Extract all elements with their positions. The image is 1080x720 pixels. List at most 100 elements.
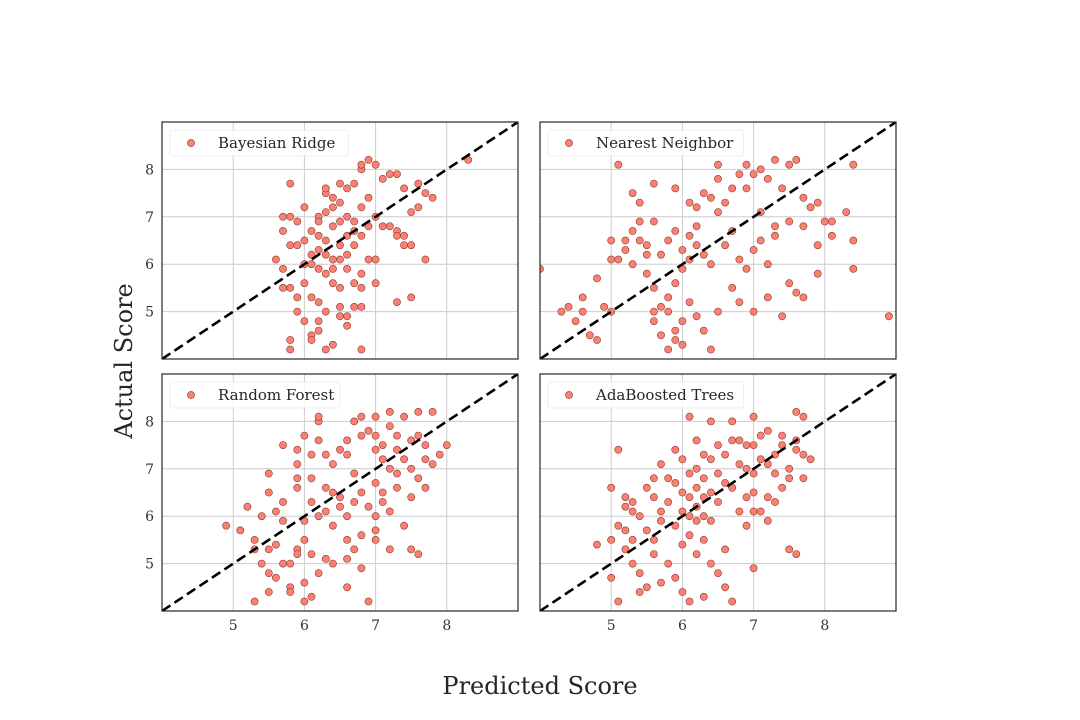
data-point <box>742 264 751 273</box>
data-point <box>742 493 751 502</box>
data-point <box>607 255 616 264</box>
data-point <box>792 288 801 297</box>
data-point <box>885 312 893 321</box>
axes-frame <box>161 121 519 360</box>
data-point <box>678 588 687 596</box>
data-point <box>678 317 687 325</box>
data-point <box>771 155 779 164</box>
legend-label: Nearest Neighbor <box>596 134 734 152</box>
data-point <box>314 569 323 577</box>
data-point <box>400 241 408 250</box>
data-point <box>279 498 287 506</box>
data-point <box>393 483 401 492</box>
data-point <box>593 274 601 283</box>
data-point <box>778 312 786 321</box>
data-point <box>371 412 380 421</box>
data-point <box>336 302 344 311</box>
data-point <box>692 550 701 558</box>
legend: Nearest Neighbor <box>547 129 745 157</box>
data-point <box>763 426 772 435</box>
data-point <box>671 336 680 344</box>
data-point <box>657 517 665 525</box>
data-point <box>699 592 708 601</box>
data-point <box>685 531 694 540</box>
data-point <box>428 193 437 202</box>
data-point <box>328 203 337 212</box>
data-point <box>407 436 416 445</box>
data-point <box>813 198 822 207</box>
data-point <box>314 412 323 421</box>
data-point <box>756 236 765 245</box>
data-point <box>307 550 316 558</box>
data-point <box>421 441 430 449</box>
data-point <box>293 241 302 250</box>
data-point <box>371 526 380 535</box>
legend: Bayesian Ridge <box>169 129 349 157</box>
data-point <box>257 559 266 568</box>
data-point <box>635 236 644 245</box>
data-point <box>279 283 287 292</box>
data-point <box>763 493 772 502</box>
data-point <box>678 488 687 497</box>
data-point <box>585 331 594 340</box>
data-point <box>343 583 351 592</box>
identity-line <box>540 122 896 359</box>
data-point <box>721 479 729 487</box>
data-point <box>692 222 701 231</box>
axes-frame <box>539 373 897 612</box>
data-point <box>650 550 658 558</box>
x-tick-label: 5 <box>229 618 238 634</box>
data-point <box>371 255 380 264</box>
data-point <box>350 302 359 311</box>
data-point <box>792 407 801 416</box>
data-point <box>286 179 295 188</box>
data-point <box>421 255 430 264</box>
data-point <box>721 583 729 592</box>
data-point <box>264 545 273 554</box>
data-point <box>378 488 387 497</box>
data-point <box>657 578 665 587</box>
data-point <box>357 488 366 497</box>
data-point <box>607 536 616 544</box>
data-point <box>343 312 351 321</box>
data-point <box>271 507 280 516</box>
legend-label: Random Forest <box>218 386 334 404</box>
data-point <box>714 174 722 183</box>
data-point <box>364 597 373 606</box>
data-point <box>699 474 708 483</box>
data-point <box>357 231 366 240</box>
data-point <box>714 498 722 506</box>
data-point <box>307 293 316 302</box>
y-tick-label: 5 <box>145 557 154 573</box>
data-point <box>735 298 744 306</box>
data-point <box>678 540 687 549</box>
data-point <box>279 517 287 525</box>
data-point <box>657 507 665 516</box>
data-point <box>421 483 430 492</box>
data-point <box>371 536 380 544</box>
data-point <box>749 412 758 421</box>
data-point <box>749 170 758 178</box>
data-point <box>385 222 394 231</box>
data-point <box>721 545 729 554</box>
data-points <box>271 155 473 354</box>
data-point <box>785 160 794 169</box>
data-point <box>799 474 808 483</box>
axes-frame <box>539 121 897 360</box>
data-point <box>692 241 701 250</box>
legend-marker-icon <box>565 139 573 147</box>
data-point <box>378 222 387 231</box>
data-point <box>628 559 637 568</box>
data-point <box>328 559 337 568</box>
data-point <box>257 512 266 521</box>
data-point <box>300 236 309 245</box>
data-point <box>393 298 401 306</box>
y-tick-label: 6 <box>145 509 154 525</box>
data-point <box>286 212 295 221</box>
data-point <box>664 559 673 568</box>
data-point <box>407 241 416 250</box>
data-point <box>714 307 722 316</box>
data-point <box>628 498 637 506</box>
data-point <box>593 336 601 344</box>
